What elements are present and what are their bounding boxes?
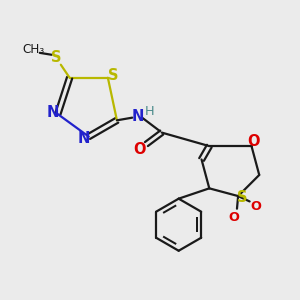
Text: S: S: [108, 68, 118, 83]
Text: N: N: [132, 109, 144, 124]
Text: H: H: [145, 105, 154, 118]
Text: N: N: [46, 105, 59, 120]
Text: S: S: [51, 50, 62, 65]
Text: S: S: [238, 190, 248, 206]
Text: N: N: [78, 131, 90, 146]
Text: O: O: [229, 211, 240, 224]
Text: O: O: [250, 200, 261, 213]
Text: CH₃: CH₃: [22, 43, 44, 56]
Text: O: O: [133, 142, 146, 157]
Text: O: O: [247, 134, 260, 148]
